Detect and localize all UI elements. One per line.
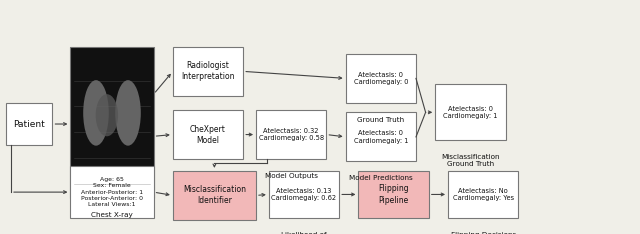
FancyBboxPatch shape [269,171,339,218]
Text: Model Outputs: Model Outputs [265,173,317,179]
Text: Misclassification
Identifier: Misclassification Identifier [183,185,246,205]
Text: Patient: Patient [13,120,45,128]
FancyBboxPatch shape [256,110,326,159]
Text: Model Predictions: Model Predictions [349,176,413,182]
Text: CheXpert
Model: CheXpert Model [190,124,226,145]
Text: Atelectasis: No
Cardiomegaly: Yes: Atelectasis: No Cardiomegaly: Yes [452,188,514,201]
Text: Atelectasis: 0
Cardiomegaly: 1: Atelectasis: 0 Cardiomegaly: 1 [444,106,497,119]
Text: Flipping Decisions: Flipping Decisions [451,232,516,234]
Text: Atelectasis: 0
Cardiomegaly: 0: Atelectasis: 0 Cardiomegaly: 0 [353,72,408,85]
Ellipse shape [96,94,118,136]
FancyBboxPatch shape [346,54,416,103]
Text: Atelectasis: 0
Cardiomegaly: 1: Atelectasis: 0 Cardiomegaly: 1 [354,130,408,144]
FancyBboxPatch shape [70,47,154,198]
Ellipse shape [115,80,141,146]
FancyBboxPatch shape [6,103,52,145]
FancyBboxPatch shape [358,171,429,218]
FancyBboxPatch shape [173,47,243,96]
Text: Atelectasis: 0.32
Cardiomegaly: 0.58: Atelectasis: 0.32 Cardiomegaly: 0.58 [259,128,324,141]
FancyBboxPatch shape [448,171,518,218]
FancyBboxPatch shape [173,110,243,159]
Text: Misclassification
Ground Truth: Misclassification Ground Truth [441,154,500,168]
Text: Ground Truth: Ground Truth [357,117,404,123]
Text: Chest X-ray: Chest X-ray [91,212,133,218]
Text: Flipping
Pipeline: Flipping Pipeline [378,184,409,205]
Text: Radiologist
Interpretation: Radiologist Interpretation [181,61,235,81]
FancyBboxPatch shape [435,84,506,140]
FancyBboxPatch shape [70,166,154,218]
FancyBboxPatch shape [173,171,256,220]
Text: Atelectasis: 0.13
Cardiomegaly: 0.62: Atelectasis: 0.13 Cardiomegaly: 0.62 [271,188,337,201]
Text: Likelihood of
Misclassification: Likelihood of Misclassification [275,232,333,234]
Ellipse shape [83,80,109,146]
FancyBboxPatch shape [346,112,416,161]
Text: Age: 65
Sex: Female
Anterior-Posterior: 1
Posterior-Anterior: 0
Lateral Views:1: Age: 65 Sex: Female Anterior-Posterior: … [81,177,143,207]
